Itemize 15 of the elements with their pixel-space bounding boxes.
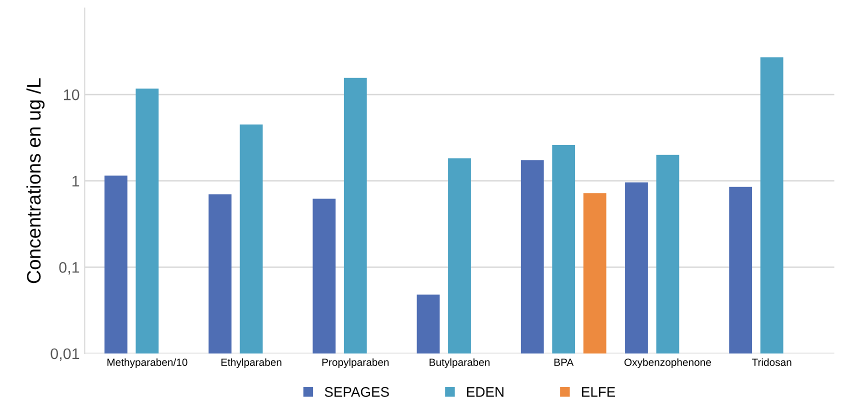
x-tick-label: Propylparaben [322, 358, 389, 368]
y-tick-label: 0,01 [50, 348, 80, 361]
y-tick-label: 10 [64, 89, 80, 100]
y-axis-title: Concentrations en ug /L [26, 78, 45, 284]
x-tick-label: BPA [554, 358, 574, 366]
y-tick-label: 0,1 [59, 262, 80, 275]
x-tick-label: Ethylparaben [221, 358, 282, 368]
x-tick-label: Butylparaben [430, 358, 490, 368]
y-tick-label: 1 [72, 176, 80, 186]
legend-label: ELFE [582, 387, 616, 397]
legend-label: SEPAGES [324, 387, 389, 397]
x-tick-label: Oxybenzophenone [624, 358, 711, 368]
x-tick-label: Methyparaben/10 [107, 358, 188, 368]
x-tick-label: Tridosan [752, 358, 792, 366]
legend-label: EDEN [467, 387, 504, 397]
